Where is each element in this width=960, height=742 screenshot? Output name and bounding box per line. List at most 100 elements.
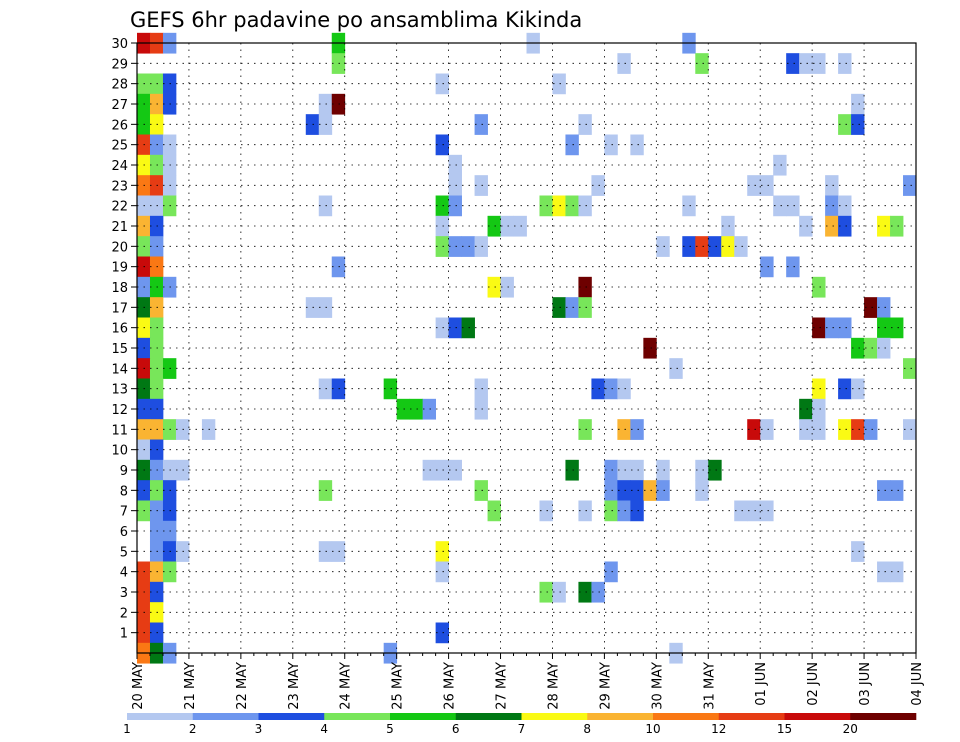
heatmap-cell bbox=[669, 358, 683, 379]
heatmap-cell bbox=[604, 480, 618, 501]
plot-frame bbox=[136, 42, 917, 654]
y-tick-label: 5 bbox=[120, 545, 128, 560]
heatmap-cell bbox=[838, 419, 852, 440]
x-tick-label: 26 MAY bbox=[443, 662, 458, 710]
heatmap-cell bbox=[448, 154, 462, 176]
heatmap-cell bbox=[630, 500, 644, 522]
heatmap-cell bbox=[903, 419, 917, 440]
heatmap-cell bbox=[565, 297, 579, 318]
heatmap-cell bbox=[474, 236, 488, 257]
heatmap-cell bbox=[812, 276, 826, 298]
heatmap-cell bbox=[565, 195, 579, 217]
x-tick-label: 31 MAY bbox=[702, 662, 717, 710]
colorbar-swatch bbox=[850, 713, 917, 720]
colorbar-swatch bbox=[192, 713, 259, 720]
heatmap-cell bbox=[721, 215, 735, 237]
x-tick-label: 01 JUN bbox=[754, 662, 769, 706]
heatmap-cell bbox=[747, 175, 761, 196]
heatmap-cell bbox=[851, 378, 865, 400]
heatmap-cell bbox=[786, 195, 800, 217]
heatmap-cell bbox=[318, 480, 333, 501]
x-tick-label: 20 MAY bbox=[131, 662, 146, 710]
y-tick-label: 20 bbox=[111, 240, 128, 255]
heatmap-cell bbox=[773, 154, 787, 176]
y-axis: 1234567891011121314151617181920212223242… bbox=[111, 37, 137, 642]
heatmap-cell bbox=[396, 398, 411, 420]
heatmap-cell bbox=[747, 419, 761, 440]
heatmap-cell bbox=[474, 175, 488, 196]
heatmap-cell bbox=[604, 561, 618, 583]
heatmap-cell bbox=[513, 215, 527, 237]
x-tick-label: 29 MAY bbox=[598, 662, 613, 710]
heatmap-cell bbox=[617, 378, 631, 400]
heatmap-cell bbox=[318, 195, 333, 217]
colorbar-label: 8 bbox=[583, 722, 591, 736]
heatmap-cell bbox=[435, 459, 449, 481]
y-tick-label: 26 bbox=[111, 118, 128, 133]
colorbar-swatch bbox=[718, 713, 785, 720]
heatmap-cell bbox=[838, 378, 852, 400]
heatmap-cell bbox=[643, 337, 657, 359]
colorbar-label: 7 bbox=[518, 722, 526, 736]
heatmap-cell bbox=[474, 114, 488, 135]
y-tick-label: 14 bbox=[111, 362, 128, 377]
x-tick-label: 24 MAY bbox=[339, 662, 354, 710]
heatmap-cell bbox=[734, 236, 748, 257]
heatmap-cell bbox=[578, 581, 592, 603]
heatmap-cell bbox=[448, 317, 462, 339]
colorbar-swatch bbox=[521, 713, 588, 720]
heatmap-cell bbox=[591, 581, 605, 603]
heatmap-cell bbox=[435, 236, 449, 257]
y-tick-label: 25 bbox=[111, 139, 128, 154]
heatmap-cell bbox=[500, 215, 514, 237]
heatmap-cell bbox=[552, 195, 566, 217]
x-tick-label: 25 MAY bbox=[391, 662, 406, 710]
colorbar-label: 12 bbox=[711, 722, 726, 736]
heatmap-cell bbox=[422, 459, 437, 481]
colorbar-label: 6 bbox=[452, 722, 460, 736]
heatmap-cell bbox=[695, 236, 709, 257]
heatmap-cell bbox=[630, 480, 644, 501]
heatmap-cell bbox=[617, 53, 631, 74]
x-tick-label: 21 MAY bbox=[183, 662, 198, 710]
heatmap-cell bbox=[799, 398, 813, 420]
heatmap-cell bbox=[578, 500, 592, 522]
heatmap-cell bbox=[656, 459, 670, 481]
heatmap-cell bbox=[812, 419, 826, 440]
x-tick-label: 23 MAY bbox=[287, 662, 302, 710]
heatmap-cell bbox=[461, 317, 475, 339]
heatmap-cell bbox=[487, 215, 501, 237]
heatmap-cell bbox=[552, 73, 566, 95]
heatmap-cell bbox=[305, 114, 320, 135]
y-tick-label: 8 bbox=[120, 484, 128, 499]
y-tick-label: 24 bbox=[111, 159, 128, 174]
heatmap-cell bbox=[604, 134, 618, 156]
heatmap-cell bbox=[812, 378, 826, 400]
heatmap-cell bbox=[760, 256, 774, 278]
heatmap-cell bbox=[825, 317, 839, 339]
y-tick-label: 4 bbox=[120, 566, 128, 581]
heatmap-cell bbox=[578, 114, 592, 135]
heatmap-cell bbox=[617, 459, 631, 481]
heatmap-cell bbox=[435, 134, 449, 156]
heatmap-cell bbox=[864, 337, 878, 359]
x-axis: 20 MAY 21 MAY 22 MAY 23 MAY 24 MAY 25 MAY 26 M… bbox=[131, 653, 925, 710]
heatmap-cell bbox=[851, 337, 865, 359]
heatmap-cell bbox=[721, 236, 735, 257]
heatmap-cell bbox=[331, 378, 346, 400]
heatmap-cell bbox=[435, 195, 449, 217]
heatmap-cell bbox=[864, 419, 878, 440]
heatmap-cell bbox=[305, 297, 320, 318]
heatmap-cell bbox=[578, 297, 592, 318]
heatmap-cell bbox=[851, 541, 865, 562]
x-tick-label: 03 JUN bbox=[858, 662, 873, 706]
heatmap-cell bbox=[682, 195, 696, 217]
heatmap-cell bbox=[838, 114, 852, 135]
colorbar-swatch bbox=[324, 713, 391, 720]
heatmap-cell bbox=[903, 175, 917, 196]
x-tick-label: 28 MAY bbox=[546, 662, 561, 710]
heatmap-cell bbox=[331, 256, 346, 278]
y-tick-label: 30 bbox=[111, 37, 128, 52]
heatmap-cell bbox=[565, 459, 579, 481]
